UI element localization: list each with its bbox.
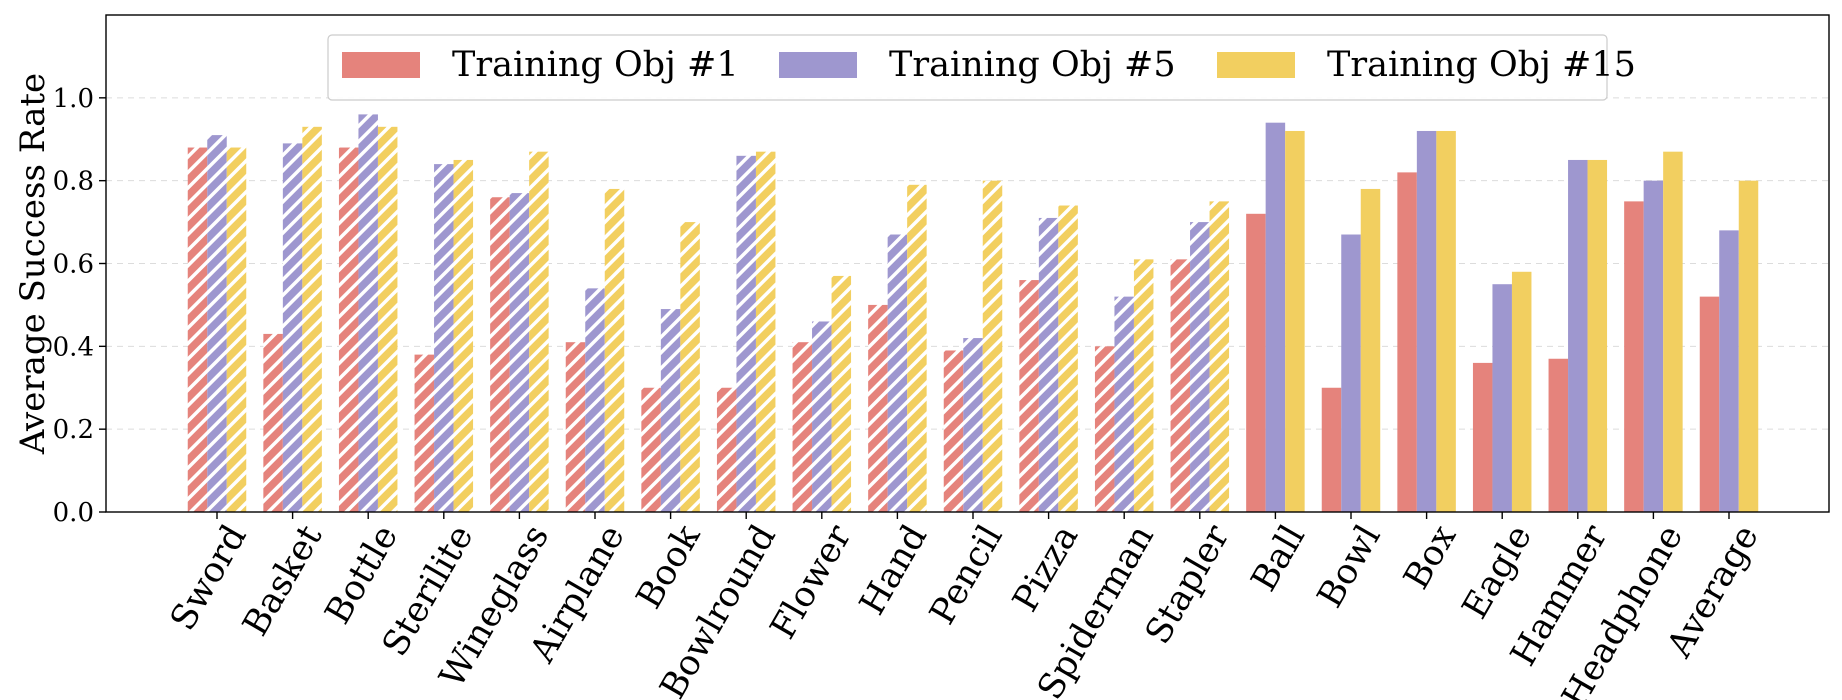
bar-bowl-series-3 xyxy=(1360,188,1381,512)
bar-eagle-series-3 xyxy=(1511,271,1532,512)
x-ticks: SwordBasketBottleSteriliteWineglassAirpl… xyxy=(163,512,1767,700)
bar-airplane-series-2 xyxy=(585,288,605,512)
bar-flower-series-2 xyxy=(812,321,832,512)
legend-label: Training Obj #1 xyxy=(452,45,739,85)
bar-pencil-series-2 xyxy=(963,338,983,512)
legend-label: Training Obj #15 xyxy=(1327,45,1636,85)
bar-ball-series-1 xyxy=(1246,213,1266,513)
bar-basket-series-1 xyxy=(263,333,283,512)
y-tick-label: 0.6 xyxy=(53,250,94,280)
bar-sword-series-3 xyxy=(226,147,247,513)
bar-basket-series-3 xyxy=(302,126,322,512)
bar-eagle-series-1 xyxy=(1472,362,1493,512)
bar-hand-series-1 xyxy=(868,304,888,512)
x-tick-label: Book xyxy=(629,518,709,616)
bar-ball-series-2 xyxy=(1265,122,1286,512)
legend-swatch xyxy=(779,52,857,78)
y-tick-label: 1.0 xyxy=(53,84,94,114)
bar-stapler-series-3 xyxy=(1209,201,1230,512)
bar-box-series-3 xyxy=(1436,130,1456,512)
bar-pencil-series-3 xyxy=(982,180,1003,512)
bar-bowlround-series-3 xyxy=(755,151,776,513)
bar-stapler-series-2 xyxy=(1190,222,1210,513)
x-tick-label: Ball xyxy=(1244,519,1313,599)
bar-pencil-series-1 xyxy=(943,350,964,512)
bar-airplane-series-1 xyxy=(565,342,586,512)
bars xyxy=(187,114,1759,513)
bar-book-series-2 xyxy=(660,309,681,512)
bar-pizza-series-3 xyxy=(1058,205,1078,512)
y-tick-label: 0.4 xyxy=(53,332,94,362)
legend-label: Training Obj #5 xyxy=(889,45,1176,85)
bar-bottle-series-1 xyxy=(338,147,359,513)
bar-spiderman-series-2 xyxy=(1114,296,1134,512)
bar-ball-series-3 xyxy=(1285,130,1305,512)
bar-eagle-series-2 xyxy=(1492,284,1512,512)
legend: Training Obj #1 Training Obj #5 Training O… xyxy=(327,34,1636,101)
bar-pizza-series-2 xyxy=(1038,217,1059,513)
bar-stapler-series-1 xyxy=(1170,259,1191,512)
bar-sterilite-series-3 xyxy=(453,159,474,513)
bar-bowlround-series-1 xyxy=(716,387,737,512)
bar-sterilite-series-1 xyxy=(414,354,435,512)
bar-headphone-series-1 xyxy=(1624,201,1644,512)
bar-book-series-3 xyxy=(680,222,700,513)
y-ticks: 0.0 0.2 0.4 0.6 0.8 1.0 xyxy=(53,84,106,528)
bar-box-series-1 xyxy=(1397,172,1417,512)
bar-hand-series-2 xyxy=(887,234,908,512)
bar-headphone-series-3 xyxy=(1663,151,1683,513)
bar-pizza-series-1 xyxy=(1019,280,1039,512)
legend-swatch xyxy=(342,52,420,78)
bar-spiderman-series-3 xyxy=(1133,259,1154,512)
bar-airplane-series-3 xyxy=(604,188,625,512)
y-tick-label: 0.2 xyxy=(53,415,94,445)
bar-average-series-1 xyxy=(1699,296,1720,512)
x-tick-label: Pencil xyxy=(923,519,1011,632)
bar-bottle-series-2 xyxy=(358,114,378,513)
y-tick-label: 0.0 xyxy=(53,498,94,528)
bar-sterilite-series-2 xyxy=(434,164,454,512)
y-axis-label: Average Success Rate xyxy=(13,73,53,455)
x-tick-label: Box xyxy=(1396,518,1464,596)
bar-average-series-3 xyxy=(1738,180,1759,512)
bar-spiderman-series-1 xyxy=(1094,346,1115,512)
bar-basket-series-2 xyxy=(282,143,303,512)
x-tick-label: Pizza xyxy=(1006,519,1087,619)
bar-sword-series-1 xyxy=(187,147,208,513)
bar-wineglass-series-1 xyxy=(490,197,510,512)
bar-bowl-series-1 xyxy=(1321,387,1342,512)
bar-flower-series-1 xyxy=(792,342,813,512)
bar-box-series-2 xyxy=(1416,130,1437,512)
y-tick-label: 0.8 xyxy=(53,167,94,197)
x-tick-label: Bowl xyxy=(1310,519,1389,615)
bar-hammer-series-2 xyxy=(1568,159,1588,513)
bar-hand-series-3 xyxy=(907,184,927,512)
bar-hammer-series-1 xyxy=(1548,358,1569,512)
bar-hammer-series-3 xyxy=(1587,159,1608,513)
bar-bowlround-series-2 xyxy=(736,155,756,513)
bar-wineglass-series-3 xyxy=(529,151,549,513)
bar-headphone-series-2 xyxy=(1643,180,1664,512)
bar-flower-series-3 xyxy=(831,275,852,512)
bar-book-series-1 xyxy=(641,387,661,512)
bar-wineglass-series-2 xyxy=(509,193,530,512)
legend-swatch xyxy=(1217,52,1295,78)
bar-sword-series-2 xyxy=(207,135,227,512)
bar-bowl-series-2 xyxy=(1341,234,1361,512)
legend-box xyxy=(327,34,1608,101)
bar-average-series-2 xyxy=(1719,230,1739,512)
bar-bottle-series-3 xyxy=(377,126,398,512)
x-tick-label: Hand xyxy=(852,519,935,622)
